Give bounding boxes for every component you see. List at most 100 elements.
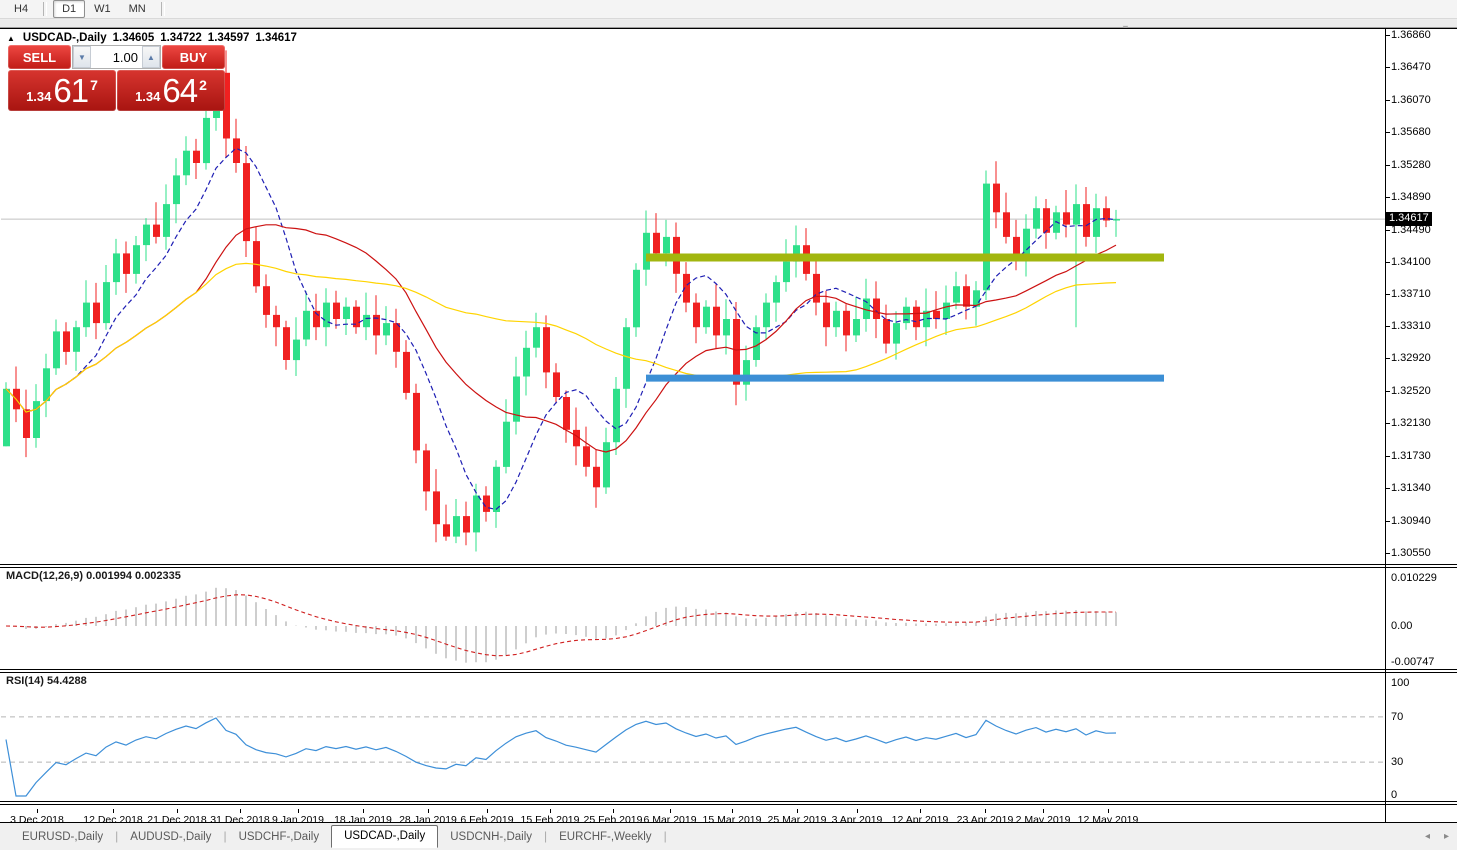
- pane-separator[interactable]: [0, 669, 1457, 670]
- buy-quote-button[interactable]: 1.34 64 2: [117, 70, 225, 111]
- date-tick-mark: [113, 809, 114, 813]
- price-tick-mark: [1386, 132, 1390, 133]
- timeframe-button-w1[interactable]: W1: [94, 3, 111, 15]
- tab-divider: |: [663, 829, 667, 843]
- pane-separator[interactable]: [0, 567, 1457, 568]
- price-tick-mark: [1386, 197, 1390, 198]
- price-tick-mark: [1386, 358, 1390, 359]
- tab-usdcad[interactable]: USDCAD-,Daily: [331, 825, 439, 848]
- pane-separator[interactable]: [0, 672, 1457, 673]
- sell-price-prefix: 1.34: [26, 89, 52, 104]
- tab-audusd[interactable]: AUDUSD-,Daily: [130, 831, 212, 843]
- buy-price-sup: 2: [199, 76, 207, 93]
- volume-decrease-button[interactable]: ▼: [73, 46, 91, 68]
- price-tick-label: 1.32920: [1391, 352, 1431, 364]
- date-tick-mark: [37, 809, 38, 813]
- timeframe-button-h4[interactable]: H4: [14, 3, 29, 15]
- tab-divider: |: [223, 829, 227, 843]
- ohlc-high: 1.34722: [160, 32, 202, 44]
- price-tick-label: 1.35280: [1391, 159, 1431, 171]
- buy-button[interactable]: BUY: [162, 45, 225, 69]
- rsi-axis-0: 0: [1391, 789, 1398, 801]
- tab-divider: |: [544, 829, 548, 843]
- sell-button[interactable]: SELL: [8, 45, 71, 69]
- price-tick-label: 1.36070: [1391, 94, 1431, 106]
- tab-usdcnh[interactable]: USDCNH-,Daily: [450, 831, 532, 843]
- price-tick-mark: [1386, 165, 1390, 166]
- date-tick-mark: [298, 809, 299, 813]
- price-tick-label: 1.32130: [1391, 417, 1431, 429]
- tab-usdchf[interactable]: USDCHF-,Daily: [238, 831, 320, 843]
- price-tick-label: 1.34100: [1391, 256, 1431, 268]
- rsi-pane-label: RSI(14) 54.4288: [6, 675, 87, 687]
- macd-indicator-canvas[interactable]: [1, 568, 1385, 669]
- status-strip: [0, 848, 1457, 850]
- chart-bottom-border: [0, 822, 1457, 823]
- pane-separator[interactable]: [0, 564, 1457, 565]
- ma-8-line: [5, 147, 1117, 511]
- buy-price-big: 64: [162, 72, 198, 109]
- date-tick-mark: [797, 809, 798, 813]
- date-tick-mark: [732, 809, 733, 813]
- buy-price-prefix: 1.34: [135, 89, 161, 104]
- price-tick-label: 1.33310: [1391, 320, 1431, 332]
- rsi-axis-100: 100: [1391, 677, 1410, 689]
- ohlc-close: 1.34617: [255, 32, 297, 44]
- date-tick-mark: [487, 809, 488, 813]
- date-tick-mark: [985, 809, 986, 813]
- volume-spinner: ▼ ▲: [72, 45, 161, 69]
- current-price-tag: 1.34617: [1386, 212, 1432, 226]
- price-tick-mark: [1386, 100, 1390, 101]
- rsi-axis-70: 70: [1391, 711, 1404, 723]
- ohlc-low: 1.34597: [207, 32, 250, 44]
- volume-increase-button[interactable]: ▲: [142, 46, 160, 68]
- price-tick-label: 1.35680: [1391, 126, 1431, 138]
- macd-axis-zero: 0.00: [1391, 620, 1413, 632]
- price-tick-mark: [1386, 391, 1390, 392]
- price-tick-mark: [1386, 67, 1390, 68]
- price-tick-mark: [1386, 230, 1390, 231]
- date-tick-mark: [613, 809, 614, 813]
- price-tick-label: 1.36470: [1391, 61, 1431, 73]
- chart-tab-bar: EURUSD-,Daily | AUDUSD-,Daily | USDCHF-,Dail…: [0, 823, 1457, 848]
- date-tick-mark: [670, 809, 671, 813]
- price-tick-mark: [1386, 423, 1390, 424]
- tab-eurchf[interactable]: EURCHF-,Weekly: [559, 831, 652, 843]
- price-tick-mark: [1386, 294, 1390, 295]
- rsi-indicator-canvas[interactable]: [1, 673, 1385, 801]
- date-tick-mark: [1043, 809, 1044, 813]
- date-tick-mark: [240, 809, 241, 813]
- price-tick-mark: [1386, 326, 1390, 327]
- toolbar-separator: [43, 2, 48, 16]
- price-axis-border: [1385, 29, 1386, 823]
- sell-price-sup: 7: [90, 76, 98, 93]
- tab-scroll-left-button[interactable]: ◂: [1424, 831, 1430, 842]
- timeframe-button-mn[interactable]: MN: [128, 3, 146, 15]
- sell-quote-button[interactable]: 1.34 61 7: [8, 70, 116, 111]
- macd-signal-line: [5, 594, 1116, 657]
- price-tick-label: 1.31340: [1391, 482, 1431, 494]
- price-tick-label: 1.34890: [1391, 191, 1431, 203]
- tab-scroll-right-button[interactable]: ▸: [1443, 831, 1449, 842]
- price-tick-label: 1.33710: [1391, 288, 1431, 300]
- window-top-strip: [0, 19, 1457, 28]
- price-tick-mark: [1386, 521, 1390, 522]
- volume-input[interactable]: [91, 46, 142, 68]
- timeframe-button-d1[interactable]: D1: [53, 0, 86, 18]
- tab-eurusd[interactable]: EURUSD-,Daily: [22, 831, 104, 843]
- date-tick-mark: [363, 809, 364, 813]
- price-tick-label: 1.30940: [1391, 515, 1431, 527]
- date-tick-mark: [550, 809, 551, 813]
- rsi-line: [5, 717, 1117, 797]
- price-tick-mark: [1386, 553, 1390, 554]
- date-tick-mark: [428, 809, 429, 813]
- date-tick-mark: [920, 809, 921, 813]
- ma-45-line: [5, 262, 1117, 413]
- sell-price-big: 61: [53, 72, 89, 109]
- collapse-panel-icon[interactable]: ▲: [7, 33, 15, 43]
- price-tick-mark: [1386, 35, 1390, 36]
- rsi-axis-30: 30: [1391, 756, 1404, 768]
- date-tick-mark: [1108, 809, 1109, 813]
- toolbar-separator: [160, 2, 165, 16]
